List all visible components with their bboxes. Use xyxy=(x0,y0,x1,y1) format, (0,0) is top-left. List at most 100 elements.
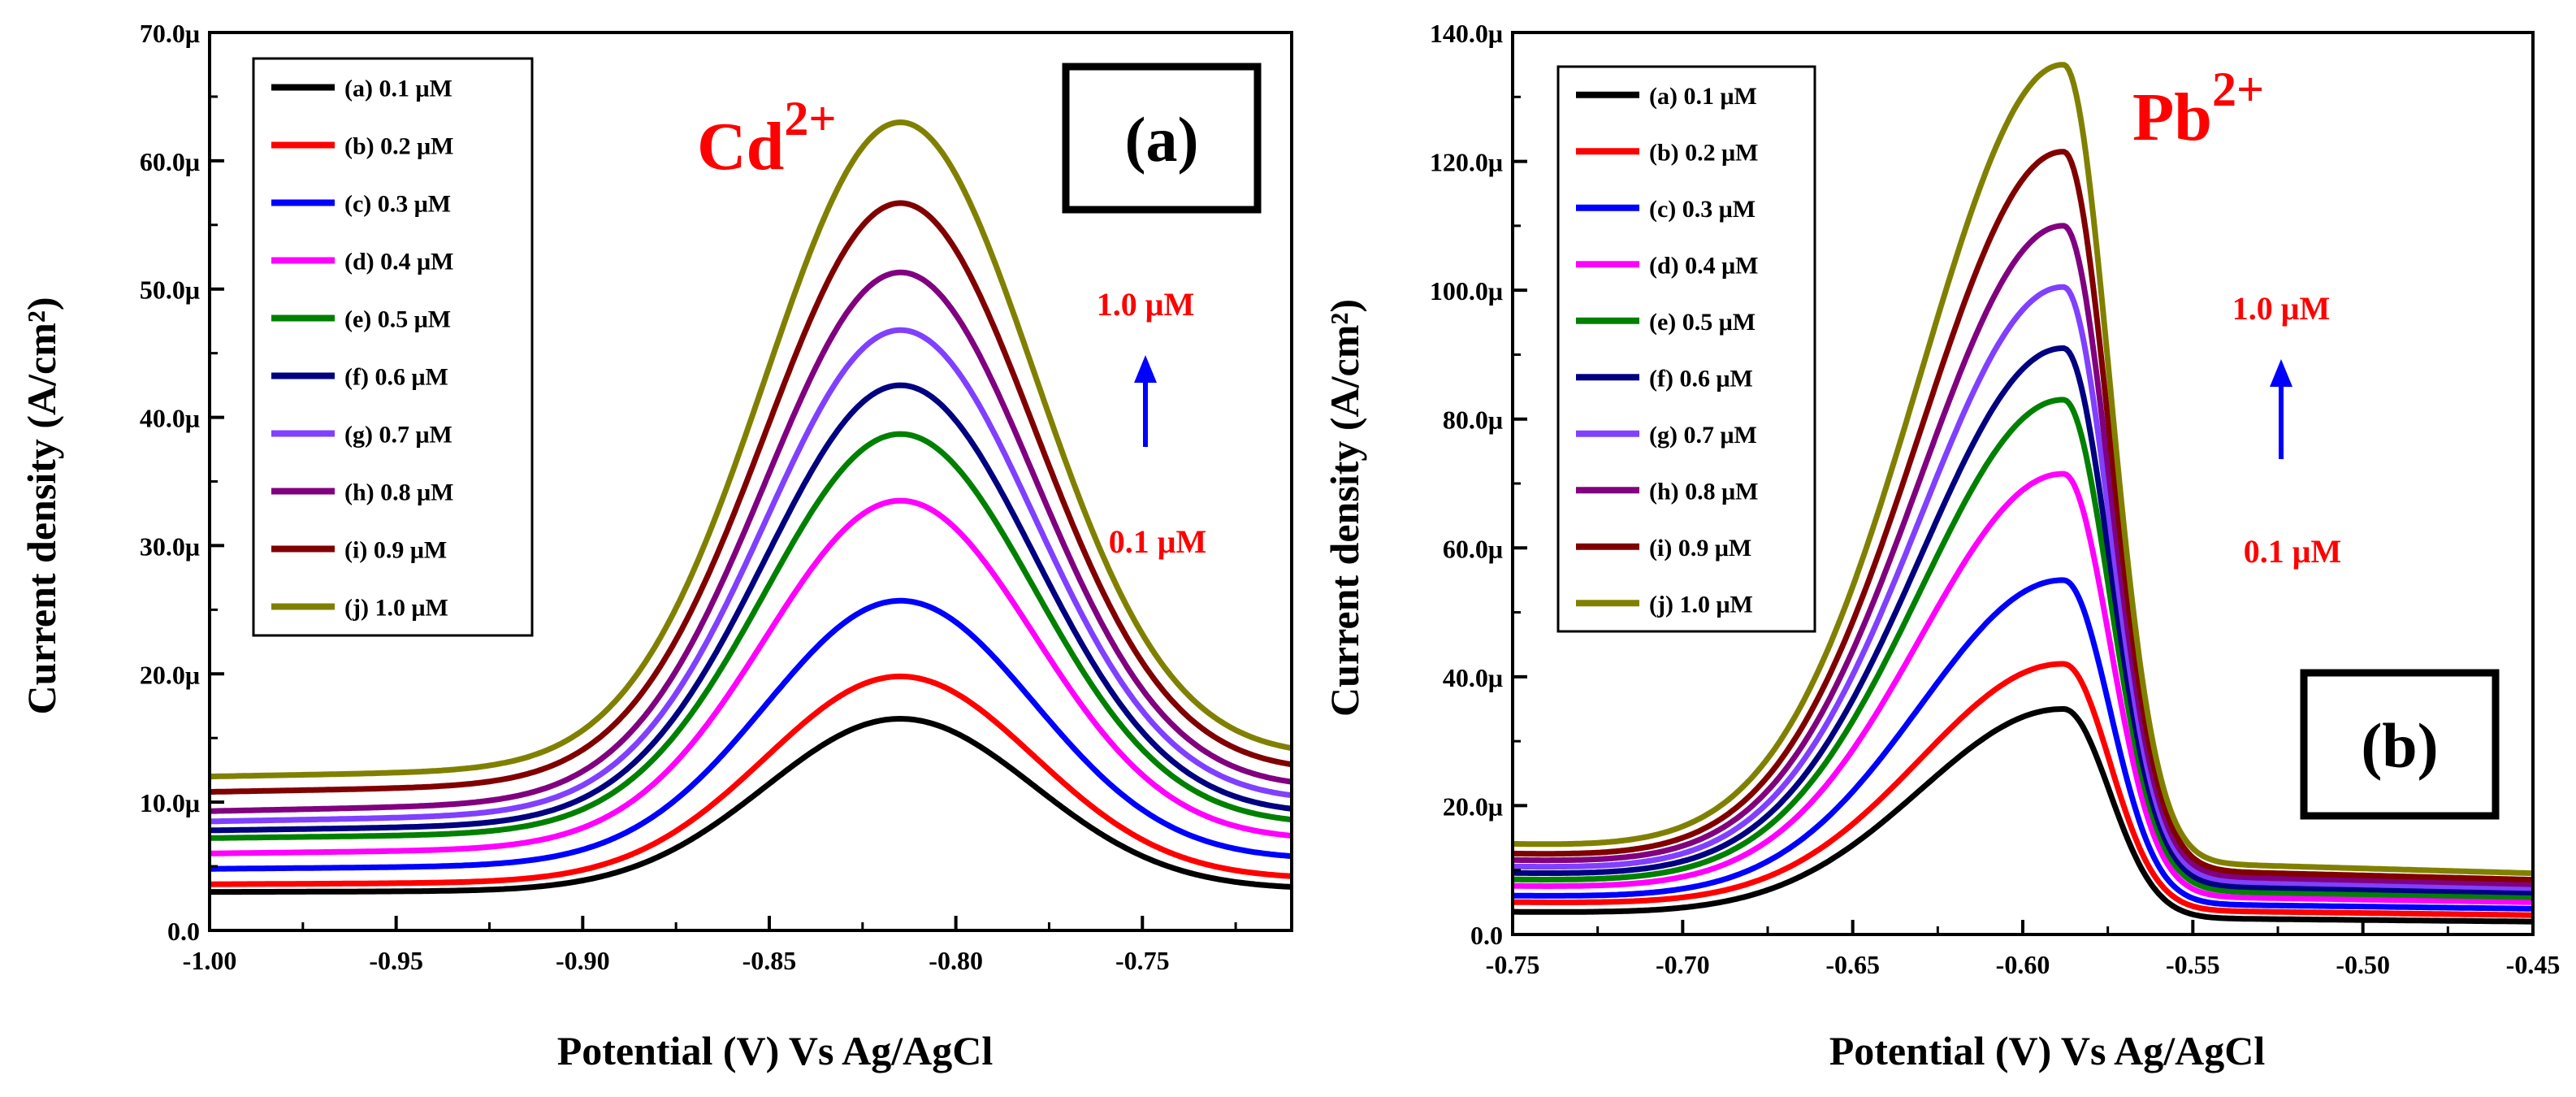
series-line-h xyxy=(1513,223,2533,887)
legend-label: (a) 0.1 μM xyxy=(1649,83,1757,110)
legend-box xyxy=(1556,65,1816,633)
x-tick-label: -0.75 xyxy=(1486,950,1540,979)
panel-label: (b) xyxy=(2361,710,2438,781)
legend-label: (b) 0.2 μM xyxy=(1649,139,1759,166)
series-line-j xyxy=(1513,62,2533,877)
series-line-f xyxy=(210,382,1292,834)
panel-label-box xyxy=(2300,669,2500,820)
legend-label: (f) 0.6 μM xyxy=(344,364,448,391)
legend-entry: (i) 0.9 μM xyxy=(271,537,447,564)
legend-label: (g) 0.7 μM xyxy=(1649,422,1757,449)
legend-entry: (f) 0.6 μM xyxy=(271,364,448,391)
series-line-d xyxy=(210,497,1292,856)
legend: (a) 0.1 μM (b) 0.2 μM (c) 0.3 μM (d) 0.4 μM… xyxy=(252,57,534,637)
y-tick-label: 10.0μ xyxy=(140,788,200,817)
legend-label: (j) 1.0 μM xyxy=(1649,591,1753,618)
legend-entry: (b) 0.2 μM xyxy=(271,133,454,160)
x-axis-label: Potential (V) Vs Ag/AgCl xyxy=(557,1028,994,1073)
chart-title: Pb2+ xyxy=(2132,63,2264,155)
y-tick-label: 50.0μ xyxy=(140,275,200,305)
series-line-i xyxy=(210,200,1292,795)
legend-entry: (e) 0.5 μM xyxy=(271,306,451,333)
series-line-c xyxy=(210,597,1292,872)
y-tick-label: 20.0μ xyxy=(1443,791,1503,821)
x-tick-label: -0.75 xyxy=(1115,946,1170,975)
legend-entry: (c) 0.3 μM xyxy=(1576,196,1756,223)
arrow-head-icon xyxy=(2270,359,2292,387)
title-superscript: 2+ xyxy=(784,92,836,145)
series-line-d xyxy=(1513,470,2533,905)
legend-label: (b) 0.2 μM xyxy=(344,133,454,160)
panel-label: (a) xyxy=(1125,104,1199,175)
y-tick-label: 140.0μ xyxy=(1430,19,1503,48)
arrow-top-label: 1.0 μM xyxy=(1097,286,1194,323)
y-axis-label: Current density (A/cm²) xyxy=(19,297,64,715)
x-tick-label: -0.50 xyxy=(2336,950,2390,979)
x-tick-label: -0.85 xyxy=(742,946,797,975)
legend-label: (a) 0.1 μM xyxy=(344,76,452,102)
legend-entry: (f) 0.6 μM xyxy=(1576,365,1753,392)
arrow-top-label: 1.0 μM xyxy=(2232,290,2330,327)
legend-entry: (h) 0.8 μM xyxy=(1576,478,1759,505)
series-line-i xyxy=(1513,149,2533,883)
legend: (a) 0.1 μM (b) 0.2 μM (c) 0.3 μM (d) 0.4 μM… xyxy=(1556,65,1816,633)
x-tick-label: -0.55 xyxy=(2166,950,2220,979)
legend-label: (j) 1.0 μM xyxy=(344,595,448,622)
x-tick-label: -0.45 xyxy=(2506,950,2561,979)
x-tick-label: -0.90 xyxy=(556,946,610,975)
series-line-h xyxy=(210,269,1292,814)
title-base: Cd xyxy=(697,109,784,184)
y-axis-label: Current density (A/cm²) xyxy=(1322,299,1367,717)
x-tick-label: -0.65 xyxy=(1825,950,1880,979)
legend-entry: (h) 0.8 μM xyxy=(271,479,454,506)
x-tick-label: -0.60 xyxy=(1996,950,2050,979)
legend-label: (i) 0.9 μM xyxy=(344,537,447,564)
y-tick-label: 70.0μ xyxy=(140,19,200,48)
series-lines xyxy=(210,119,1292,895)
series-line-f xyxy=(1513,345,2533,895)
legend-label: (c) 0.3 μM xyxy=(344,191,451,218)
legend-box xyxy=(252,57,534,637)
y-tick-label: 60.0μ xyxy=(1443,534,1503,563)
chart-title: Cd2+ xyxy=(697,92,837,184)
legend-entry: (j) 1.0 μM xyxy=(1576,591,1753,618)
arrow-bottom-label: 0.1 μM xyxy=(1109,523,1206,560)
panel-label-box xyxy=(1062,63,1262,214)
arrow-bottom-label: 0.1 μM xyxy=(2244,533,2341,570)
legend-entry: (i) 0.9 μM xyxy=(1576,535,1751,562)
series-line-g xyxy=(210,327,1292,825)
series-line-j xyxy=(210,119,1292,780)
y-tick-label: 30.0μ xyxy=(140,531,200,561)
legend-label: (d) 0.4 μM xyxy=(1649,252,1759,279)
x-tick-label: -1.00 xyxy=(183,946,237,975)
chart-panel-a: 0.0 10.0μ 20.0μ 30.0μ 40.0μ 50.0μ 60.0μ 70.0μ -1… xyxy=(19,19,1293,1073)
legend-entry: (c) 0.3 μM xyxy=(271,191,451,218)
arrow-head-icon xyxy=(1134,355,1157,383)
legend-entry: (j) 1.0 μM xyxy=(271,595,448,622)
x-tick-label: -0.95 xyxy=(369,946,423,975)
legend-label: (i) 0.9 μM xyxy=(1649,535,1751,562)
legend-label: (d) 0.4 μM xyxy=(344,249,454,275)
legend-label: (g) 0.7 μM xyxy=(344,422,452,449)
y-tick-label: 0.0 xyxy=(1470,921,1503,950)
legend-label: (h) 0.8 μM xyxy=(1649,478,1759,505)
legend-entry: (d) 0.4 μM xyxy=(1576,252,1759,279)
series-line-e xyxy=(210,431,1292,841)
y-tick-label: 20.0μ xyxy=(140,660,200,689)
x-axis-label: Potential (V) Vs Ag/AgCl xyxy=(1829,1028,2266,1073)
legend-entry: (e) 0.5 μM xyxy=(1576,309,1756,336)
series-line-b xyxy=(210,673,1292,887)
series-line-a xyxy=(210,716,1292,895)
title-superscript: 2+ xyxy=(2212,63,2264,116)
y-tick-label: 60.0μ xyxy=(140,147,200,176)
legend-entry: (g) 0.7 μM xyxy=(271,422,452,449)
y-tick-label: 40.0μ xyxy=(140,404,200,433)
legend-label: (h) 0.8 μM xyxy=(344,479,454,506)
series-line-g xyxy=(1513,284,2533,891)
title-base: Pb xyxy=(2132,80,2212,155)
series-line-c xyxy=(1513,577,2533,912)
y-tick-label: 80.0μ xyxy=(1443,405,1503,435)
legend-label: (e) 0.5 μM xyxy=(344,306,451,333)
y-tick-label: 100.0μ xyxy=(1430,276,1503,306)
legend-label: (f) 0.6 μM xyxy=(1649,365,1753,392)
